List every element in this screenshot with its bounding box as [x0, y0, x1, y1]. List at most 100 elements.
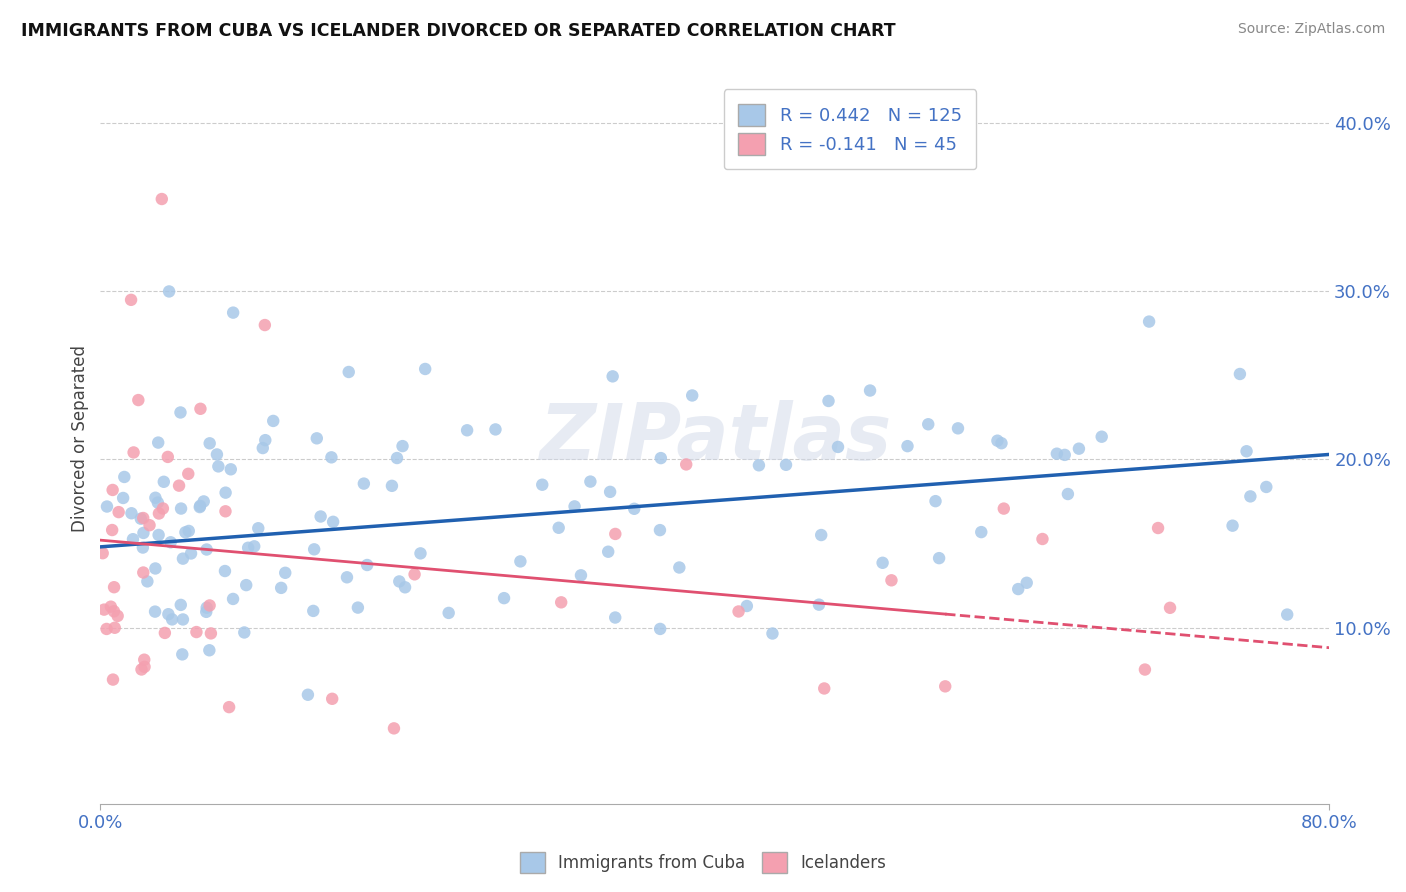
Point [159, 535, 181, 549]
Point [675, 458, 697, 472]
Point [172, 648, 194, 662]
Point [122, 445, 145, 459]
Point [817, 394, 839, 409]
Point [198, 436, 221, 450]
Point [157, 285, 180, 299]
Point [1007, 582, 1029, 596]
Y-axis label: Divorced or Separated: Divorced or Separated [72, 345, 89, 532]
Point [437, 606, 460, 620]
Point [321, 691, 343, 706]
Point [143, 561, 166, 575]
Point [121, 506, 143, 520]
Point [214, 564, 236, 578]
Point [190, 401, 212, 416]
Point [160, 612, 183, 626]
Point [156, 450, 179, 464]
Text: IMMIGRANTS FROM CUBA VS ICELANDER DIVORCED OR SEPARATED CORRELATION CHART: IMMIGRANTS FROM CUBA VS ICELANDER DIVORC… [21, 22, 896, 40]
Point [152, 501, 174, 516]
Point [531, 477, 554, 491]
Point [1133, 663, 1156, 677]
Point [547, 521, 569, 535]
Point [569, 568, 592, 582]
Point [186, 625, 208, 640]
Point [132, 541, 155, 555]
Point [107, 505, 129, 519]
Point [270, 581, 292, 595]
Point [1057, 487, 1080, 501]
Point [170, 501, 193, 516]
Point [214, 485, 236, 500]
Point [302, 542, 325, 557]
Point [1053, 448, 1076, 462]
Point [321, 450, 343, 465]
Point [174, 525, 197, 540]
Point [205, 447, 228, 461]
Point [872, 556, 894, 570]
Point [167, 478, 190, 492]
Point [101, 523, 124, 537]
Text: Source: ZipAtlas.com: Source: ZipAtlas.com [1237, 22, 1385, 37]
Point [188, 499, 211, 513]
Point [336, 570, 359, 584]
Point [1236, 444, 1258, 458]
Point [382, 722, 405, 736]
Point [827, 440, 849, 454]
Point [550, 595, 572, 609]
Point [1239, 489, 1261, 503]
Point [274, 566, 297, 580]
Point [157, 607, 180, 622]
Point [813, 681, 835, 696]
Point [143, 605, 166, 619]
Point [880, 574, 903, 588]
Point [986, 434, 1008, 448]
Point [200, 626, 222, 640]
Point [127, 393, 149, 408]
Point [193, 494, 215, 508]
Point [222, 305, 245, 319]
Point [103, 604, 125, 618]
Point [309, 509, 332, 524]
Point [297, 688, 319, 702]
Point [104, 621, 127, 635]
Point [103, 580, 125, 594]
Point [146, 495, 169, 509]
Point [859, 384, 882, 398]
Point [207, 459, 229, 474]
Point [810, 528, 832, 542]
Point [112, 491, 135, 505]
Point [134, 653, 156, 667]
Point [172, 612, 194, 626]
Point [305, 431, 328, 445]
Point [153, 626, 176, 640]
Point [254, 433, 277, 447]
Point [253, 318, 276, 332]
Point [180, 546, 202, 560]
Point [177, 467, 200, 481]
Point [681, 388, 703, 402]
Point [150, 192, 173, 206]
Point [775, 458, 797, 472]
Point [648, 523, 671, 537]
Point [761, 626, 783, 640]
Point [219, 462, 242, 476]
Point [353, 476, 375, 491]
Point [138, 518, 160, 533]
Point [347, 600, 370, 615]
Point [93, 602, 115, 616]
Point [605, 527, 627, 541]
Point [152, 475, 174, 489]
Point [198, 643, 221, 657]
Point [924, 494, 946, 508]
Point [131, 663, 153, 677]
Point [172, 551, 194, 566]
Text: ZIPatlas: ZIPatlas [538, 401, 891, 476]
Point [177, 524, 200, 538]
Point [170, 598, 193, 612]
Point [337, 365, 360, 379]
Point [409, 546, 432, 560]
Point [748, 458, 770, 473]
Point [96, 500, 118, 514]
Point [928, 551, 950, 566]
Point [1015, 575, 1038, 590]
Point [990, 436, 1012, 450]
